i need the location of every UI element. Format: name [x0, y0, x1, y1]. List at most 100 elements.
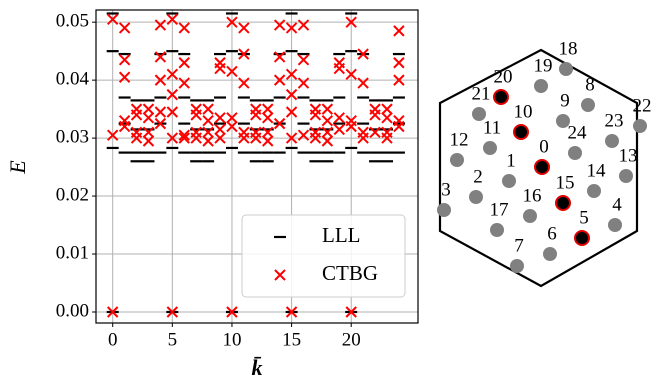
lattice-site	[513, 124, 529, 140]
ctbg-marker	[190, 132, 202, 144]
x-tick-label: 15	[282, 329, 301, 350]
ctbg-marker	[250, 132, 262, 144]
ctbg-marker	[130, 132, 143, 144]
ctbg-marker	[142, 126, 155, 139]
ctbg-marker	[166, 306, 179, 318]
ctbg-marker	[273, 117, 286, 130]
site-label: 23	[605, 110, 624, 131]
ctbg-marker	[262, 112, 274, 124]
site-label: 17	[490, 199, 509, 220]
y-tick-label: 0.05	[56, 11, 89, 32]
lattice-site	[510, 259, 524, 273]
plot-frame	[95, 9, 419, 324]
lattice-site	[543, 247, 557, 261]
ctbg-marker	[381, 132, 393, 144]
ctbg-marker	[262, 126, 274, 139]
lattice-site	[559, 62, 573, 76]
ctbg-marker	[226, 306, 238, 318]
x-tick-label: 10	[222, 329, 241, 350]
lattice-site	[608, 218, 622, 232]
site-label: 5	[579, 207, 589, 228]
ctbg-marker	[142, 135, 155, 147]
legend-label: CTBG	[322, 261, 378, 285]
y-tick-label: 0.03	[56, 126, 89, 147]
ctbg-marker	[297, 54, 310, 66]
ctbg-marker	[393, 25, 405, 37]
ctbg-marker	[250, 109, 262, 121]
site-label: 18	[559, 38, 578, 59]
lattice-site	[483, 141, 497, 155]
site-label: 10	[514, 101, 533, 122]
ctbg-marker	[142, 112, 155, 124]
legend-label: LLL	[322, 223, 360, 247]
lattice-site	[502, 174, 516, 188]
ctbg-marker	[130, 109, 143, 121]
lattice-site	[556, 114, 570, 128]
site-label: 14	[587, 160, 607, 181]
lattice-site	[587, 184, 601, 198]
ctbg-marker	[202, 115, 214, 127]
site-label: 19	[534, 55, 553, 76]
lattice-site	[605, 134, 619, 148]
ctbg-marker	[118, 120, 131, 133]
lattice-site	[493, 89, 509, 105]
ctbg-marker	[297, 77, 310, 89]
ctbg-marker	[118, 54, 131, 66]
site-label: 0	[539, 136, 549, 157]
ctbg-marker	[166, 132, 179, 144]
site-label: 3	[441, 179, 451, 200]
ctbg-marker	[297, 129, 310, 141]
site-label: 21	[472, 83, 491, 104]
ctbg-marker	[202, 103, 214, 115]
site-label: 6	[547, 223, 557, 244]
site-label: 15	[556, 172, 575, 193]
site-label: 12	[450, 129, 469, 150]
ctbg-marker	[166, 106, 179, 118]
ctbg-marker	[309, 132, 322, 144]
ctbg-marker	[118, 71, 131, 83]
ctbg-marker	[273, 51, 286, 63]
ctbg-marker	[154, 19, 167, 31]
ctbg-marker	[285, 306, 298, 318]
ctbg-marker	[202, 126, 214, 139]
ctbg-marker	[309, 109, 322, 121]
ctbg-marker	[285, 88, 298, 101]
ctbg-marker	[238, 22, 250, 34]
ctbg-marker	[214, 62, 226, 75]
y-axis-label: E	[5, 160, 30, 175]
ctbg-marker	[285, 68, 298, 81]
ctbg-marker	[381, 103, 393, 115]
lattice-site	[490, 223, 504, 237]
lattice-site	[437, 203, 451, 217]
x-tick-label: 20	[342, 329, 361, 350]
lattice-site	[534, 79, 548, 93]
y-tick-label: 0.02	[56, 184, 89, 205]
lattice-site	[523, 209, 537, 223]
x-tick-label: 0	[108, 329, 118, 350]
x-axis-label: k̄	[252, 355, 263, 380]
site-label: 22	[633, 95, 652, 116]
ctbg-marker	[345, 306, 357, 318]
ctbg-marker	[238, 132, 250, 144]
ctbg-marker	[178, 57, 190, 69]
ctbg-marker	[154, 106, 167, 118]
lattice-site	[472, 107, 486, 121]
site-label: 13	[619, 145, 638, 166]
ctbg-marker	[357, 48, 369, 60]
ctbg-marker	[226, 65, 238, 78]
ctbg-marker	[321, 103, 334, 115]
ctbg-marker	[178, 129, 190, 141]
ctbg-marker	[321, 135, 334, 147]
site-label: 20	[494, 66, 513, 87]
ctbg-marker	[166, 13, 179, 25]
ctbg-marker	[154, 117, 167, 130]
ctbg-marker	[178, 132, 190, 144]
lattice-site	[633, 119, 647, 133]
ctbg-marker	[262, 103, 274, 115]
ctbg-marker	[285, 22, 298, 34]
lattice-site	[555, 195, 571, 211]
ctbg-marker	[369, 126, 381, 139]
ctbg-marker	[166, 68, 179, 81]
legend-marker	[274, 269, 286, 281]
